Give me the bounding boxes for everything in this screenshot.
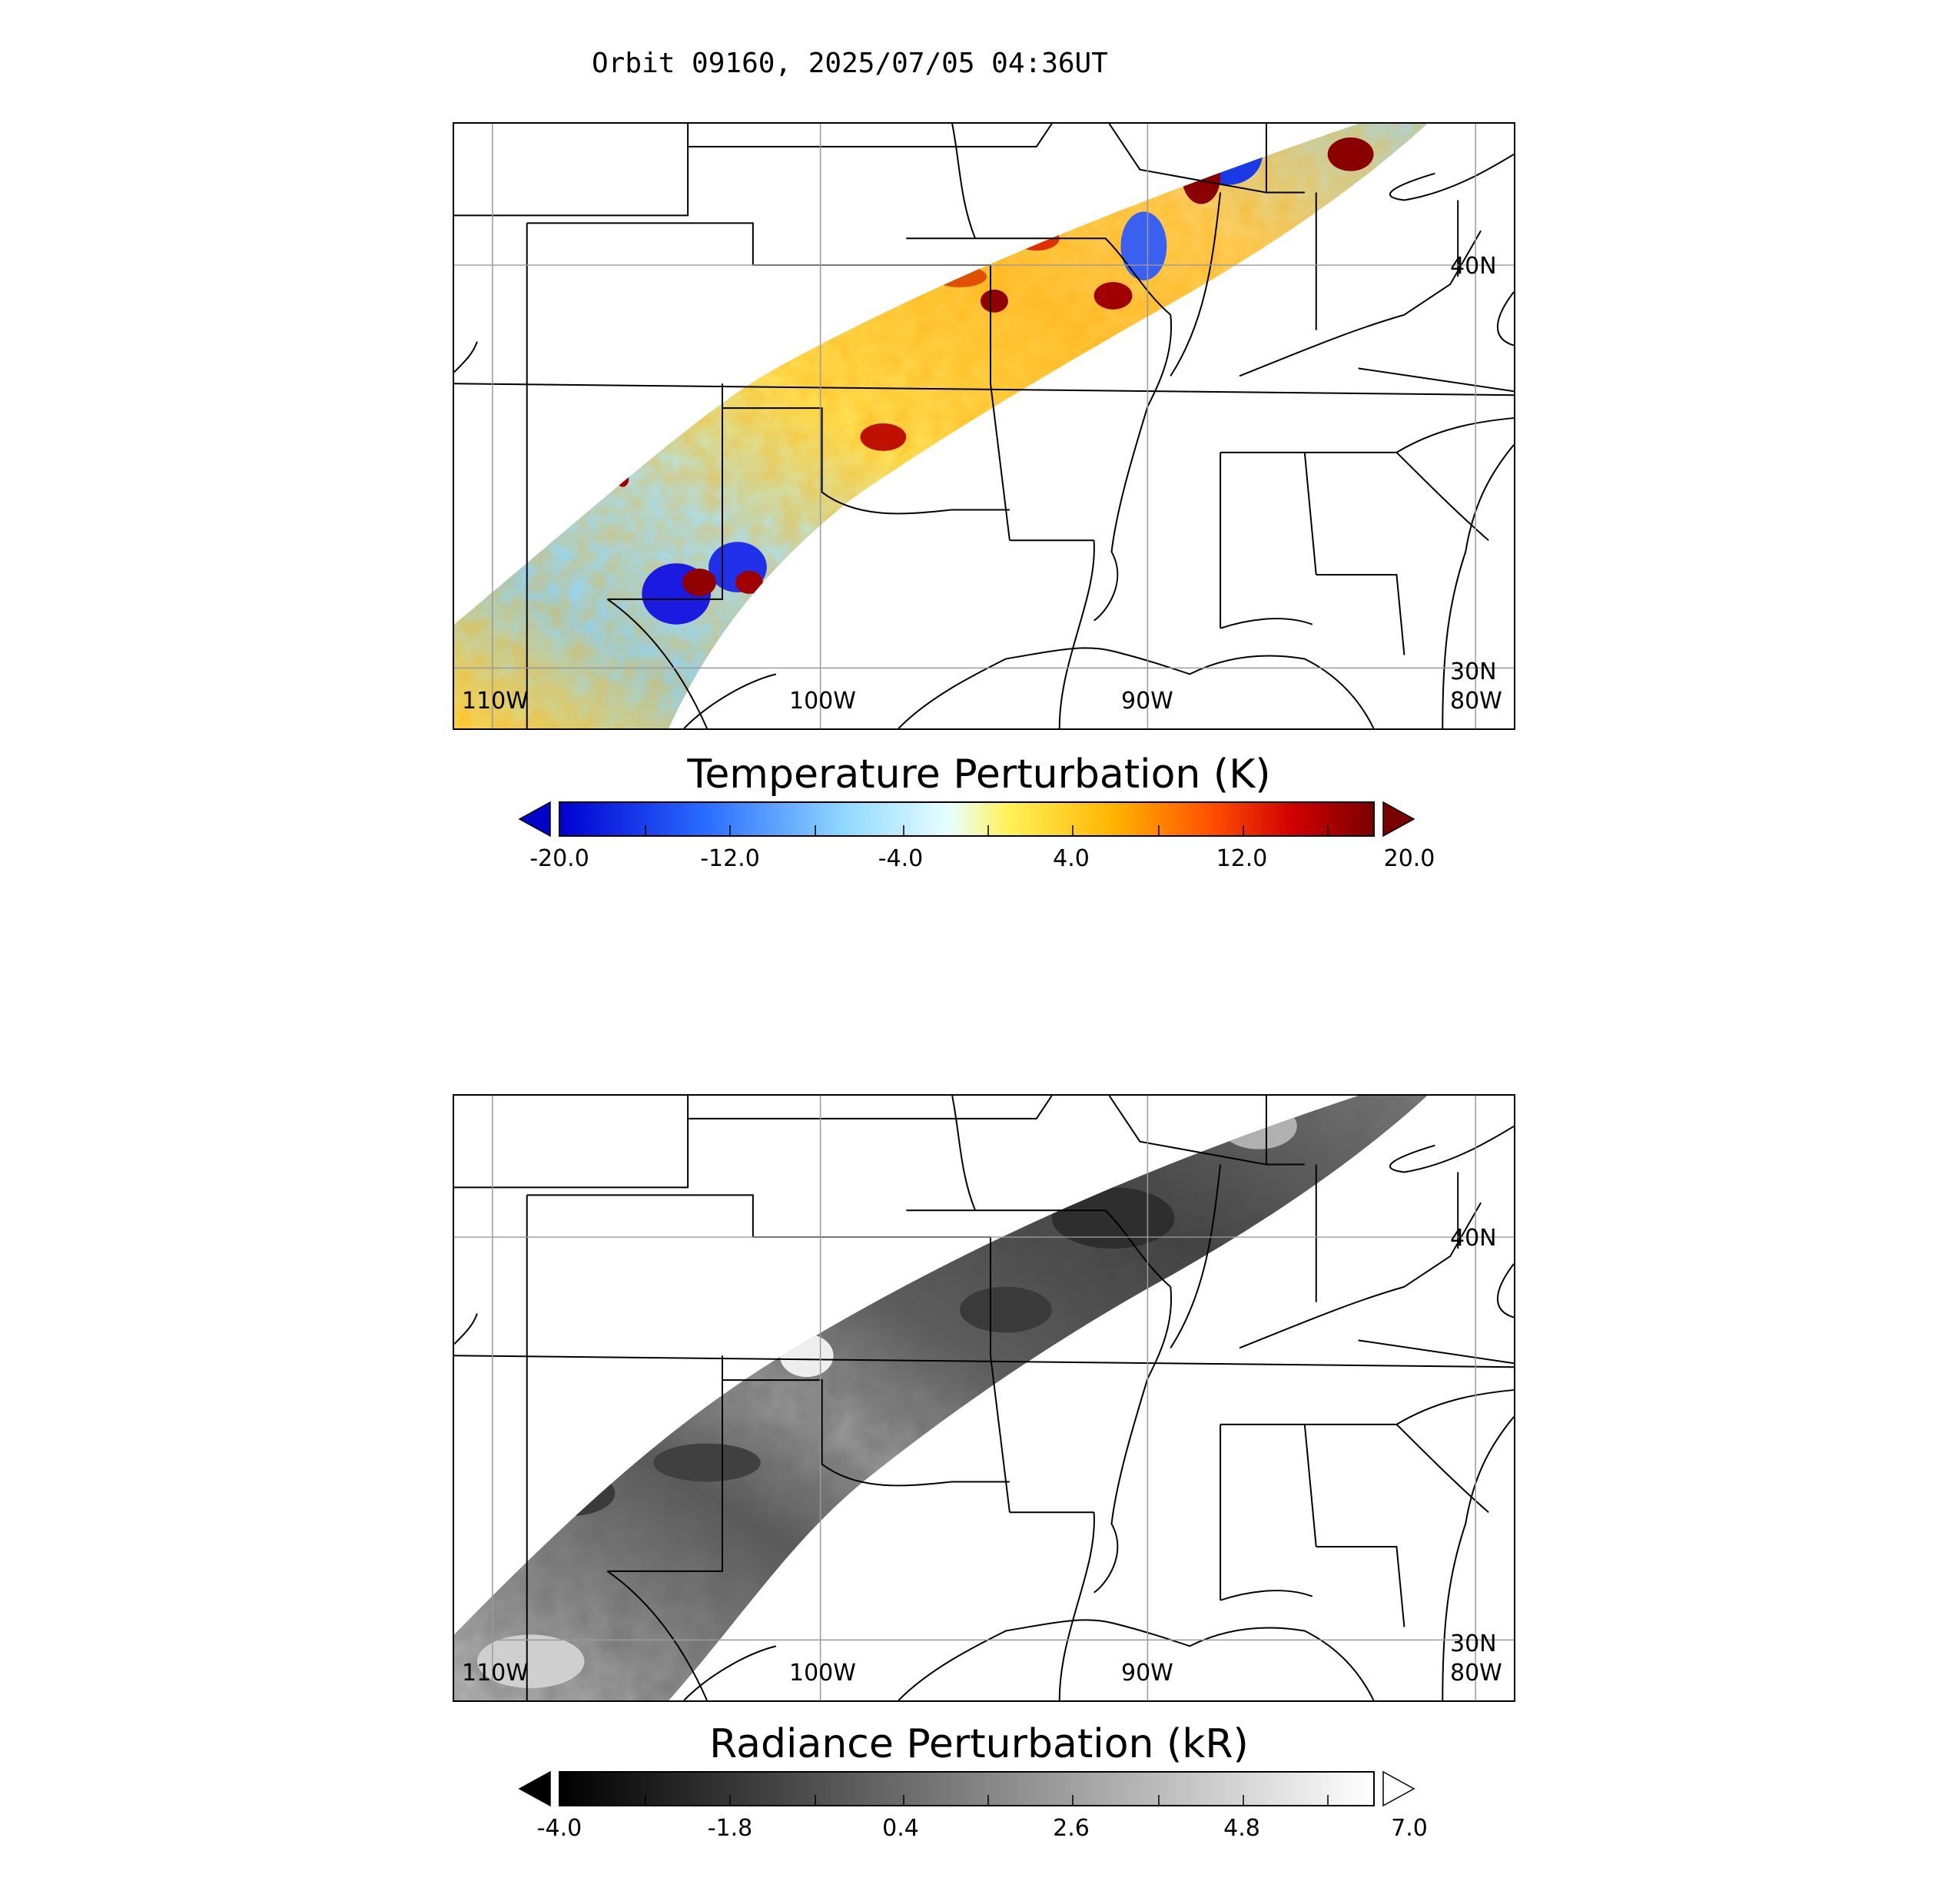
lon-label-100w: 100W [789, 688, 856, 715]
coastline [454, 153, 1514, 728]
lon-label-90w: 90W [1121, 1660, 1173, 1687]
temp-tick-label: -20.0 [529, 845, 589, 872]
lon-label-90w: 90W [1121, 688, 1173, 715]
rad-tick-label: 2.6 [1053, 1815, 1090, 1842]
temp-tick-label: 12.0 [1216, 845, 1268, 872]
rad-tick-label: -4.0 [536, 1815, 582, 1842]
graticule [454, 124, 1514, 728]
radiance-colorbar [518, 1767, 1415, 1810]
temperature-colorbar-title: Temperature Perturbation (K) [687, 751, 1271, 798]
temp-tick-label: -12.0 [700, 845, 760, 872]
rad-tick-label: -1.8 [707, 1815, 753, 1842]
radiance-colorbar-title: Radiance Perturbation (kR) [709, 1721, 1249, 1767]
temperature-swath [454, 124, 1428, 728]
radiance-swath [454, 1096, 1428, 1700]
temp-tick-label: 20.0 [1383, 845, 1435, 872]
temp-tick-label: -4.0 [878, 845, 924, 872]
state-borders [454, 1096, 1514, 1700]
temp-tick-label: 4.0 [1053, 845, 1090, 872]
orbit-title: Orbit 09160, 2025/07/05 04:36UT [592, 48, 1108, 79]
lon-label-80w: 80W [1450, 688, 1502, 715]
graticule [454, 1096, 1514, 1700]
rad-tick-label: 7.0 [1391, 1815, 1428, 1842]
lon-label-110w: 110W [462, 688, 529, 715]
rad-tick-label: 0.4 [882, 1815, 919, 1842]
lon-label-100w: 100W [789, 1660, 856, 1687]
lat-label-40n: 40N [1450, 1225, 1497, 1252]
lat-label-30n: 30N [1450, 658, 1497, 685]
radiance-map: 40N 30N 110W 100W 90W 80W [453, 1094, 1515, 1702]
lon-label-110w: 110W [462, 1660, 529, 1687]
lat-label-40n: 40N [1450, 253, 1497, 280]
temperature-map: 40N 30N 110W 100W 90W 80W [453, 122, 1515, 730]
rad-tick-label: 4.8 [1223, 1815, 1260, 1842]
temperature-colorbar [518, 798, 1415, 841]
coastline [454, 1125, 1514, 1700]
lon-label-80w: 80W [1450, 1660, 1502, 1687]
lat-label-30n: 30N [1450, 1630, 1497, 1657]
